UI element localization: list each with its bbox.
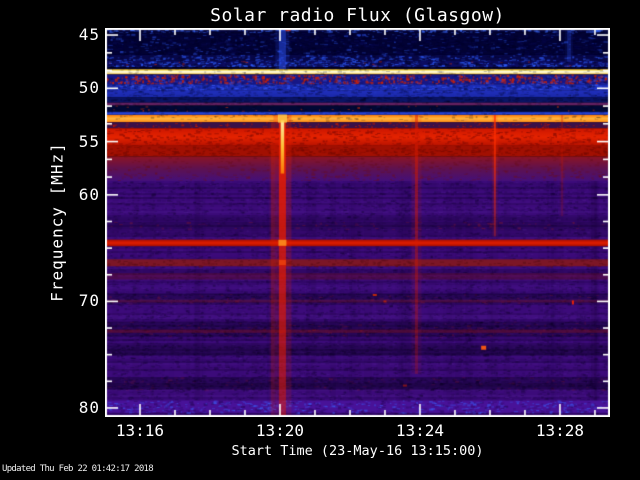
- x-tick-label: 13:16: [115, 421, 165, 440]
- y-tick-label: 45: [78, 25, 100, 45]
- x-tick-label: 13:20: [255, 421, 305, 440]
- x-tick-label: 13:28: [535, 421, 585, 440]
- y-axis-title: Frequency [MHz]: [47, 142, 67, 302]
- y-tick-label: 50: [78, 78, 100, 98]
- updated-timestamp: Updated Thu Feb 22 01:42:17 2018: [2, 464, 154, 474]
- y-tick-label: 70: [78, 291, 100, 311]
- x-tick-label: 13:24: [395, 421, 445, 440]
- x-axis-title: Start Time (23-May-16 13:15:00): [231, 443, 484, 459]
- y-tick-label: 55: [78, 131, 100, 151]
- y-tick-label: 60: [78, 184, 100, 204]
- page-title: Solar radio Flux (Glasgow): [210, 5, 505, 26]
- spectrogram-plot: [105, 28, 610, 417]
- y-tick-label: 80: [78, 397, 100, 417]
